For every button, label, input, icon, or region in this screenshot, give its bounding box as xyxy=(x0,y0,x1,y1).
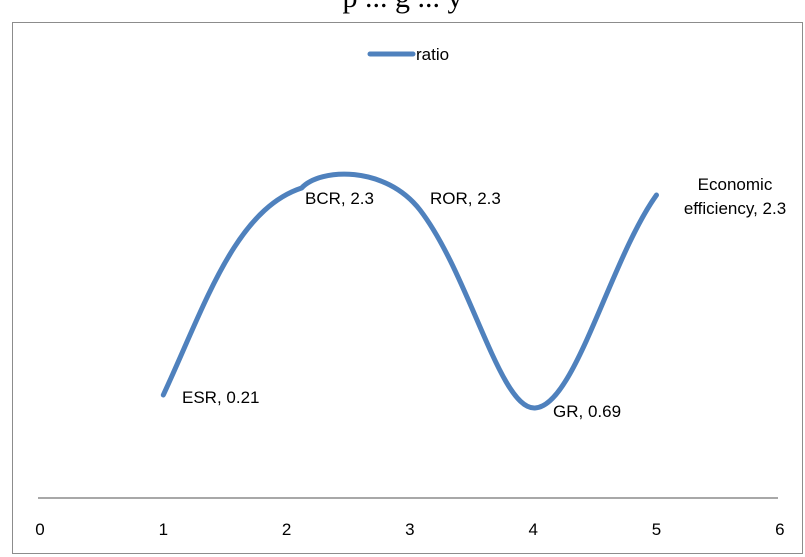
data-label: ESR, 0.21 xyxy=(182,388,260,407)
data-label: BCR, 2.3 xyxy=(305,189,374,208)
x-tick-label: 5 xyxy=(652,520,661,539)
top-caption: p ... g ... y xyxy=(0,0,805,18)
x-tick-label: 1 xyxy=(159,520,168,539)
data-label: ROR, 2.3 xyxy=(430,189,501,208)
chart-area xyxy=(12,22,803,554)
x-tick-label: 4 xyxy=(528,520,537,539)
data-labels: ESR, 0.21 BCR, 2.3 ROR, 2.3 GR, 0.69 Economi… xyxy=(182,175,786,421)
x-tick-label: 0 xyxy=(35,520,44,539)
x-tick-label: 6 xyxy=(775,520,784,539)
data-label: GR, 0.69 xyxy=(553,402,621,421)
data-label: Economic efficiency, 2.3 xyxy=(684,175,786,218)
series-layer xyxy=(160,171,659,411)
series-line-ratio xyxy=(160,171,659,411)
x-tick-label: 3 xyxy=(405,520,414,539)
legend: ratio xyxy=(367,45,449,64)
legend-label: ratio xyxy=(416,45,449,64)
x-axis: 0 1 2 3 4 5 6 xyxy=(35,497,785,539)
x-tick-label: 2 xyxy=(282,520,291,539)
